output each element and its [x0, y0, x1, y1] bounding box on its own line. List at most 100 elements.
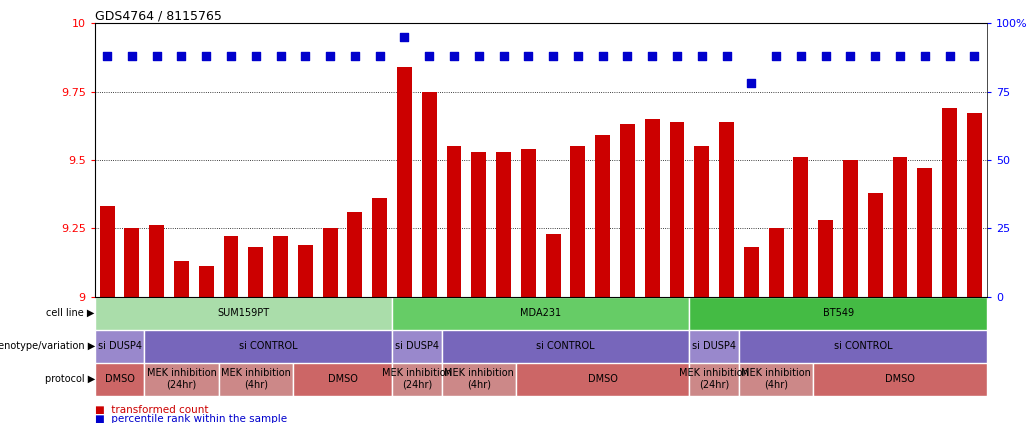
Bar: [218, 363, 293, 396]
Bar: [392, 330, 442, 363]
Text: genotype/variation ▶: genotype/variation ▶: [0, 341, 95, 351]
Point: [272, 53, 288, 60]
Bar: [744, 247, 759, 297]
Bar: [595, 135, 610, 297]
Bar: [818, 220, 833, 297]
Bar: [472, 152, 486, 297]
Bar: [149, 225, 164, 297]
Bar: [967, 113, 982, 297]
Text: MEK inhibition
(24hr): MEK inhibition (24hr): [679, 368, 749, 390]
Bar: [174, 261, 188, 297]
Text: SUM159PT: SUM159PT: [217, 308, 270, 318]
Bar: [496, 152, 511, 297]
Bar: [571, 146, 585, 297]
Text: MEK inhibition
(4hr): MEK inhibition (4hr): [742, 368, 811, 390]
Bar: [322, 228, 338, 297]
Bar: [521, 149, 536, 297]
Point: [867, 53, 884, 60]
Point: [941, 53, 958, 60]
Point: [99, 53, 115, 60]
Point: [743, 80, 759, 87]
Text: MEK inhibition
(24hr): MEK inhibition (24hr): [146, 368, 216, 390]
Point: [966, 53, 983, 60]
Bar: [739, 363, 814, 396]
Bar: [670, 122, 685, 297]
Bar: [546, 233, 560, 297]
Bar: [298, 244, 313, 297]
Point: [495, 53, 512, 60]
Bar: [694, 146, 710, 297]
Bar: [224, 236, 239, 297]
Bar: [397, 67, 412, 297]
Point: [148, 53, 165, 60]
Text: si CONTROL: si CONTROL: [833, 341, 892, 351]
Bar: [620, 124, 634, 297]
Text: cell line ▶: cell line ▶: [46, 308, 95, 318]
Point: [222, 53, 239, 60]
Bar: [248, 247, 264, 297]
Point: [718, 53, 734, 60]
Point: [545, 53, 561, 60]
Text: MEK inhibition
(24hr): MEK inhibition (24hr): [382, 368, 452, 390]
Text: si DUSP4: si DUSP4: [394, 341, 439, 351]
Text: DMSO: DMSO: [885, 374, 915, 384]
Bar: [392, 363, 442, 396]
Point: [397, 33, 413, 40]
Point: [520, 53, 537, 60]
Text: MDA231: MDA231: [520, 308, 561, 318]
Bar: [422, 92, 437, 297]
Point: [843, 53, 859, 60]
Point: [892, 53, 908, 60]
Bar: [95, 297, 392, 330]
Text: DMSO: DMSO: [588, 374, 618, 384]
Bar: [918, 168, 932, 297]
Bar: [273, 236, 288, 297]
Bar: [768, 228, 784, 297]
Text: ■  transformed count: ■ transformed count: [95, 405, 208, 415]
Bar: [199, 266, 213, 297]
Bar: [893, 157, 907, 297]
Bar: [942, 108, 957, 297]
Text: DMSO: DMSO: [105, 374, 135, 384]
Point: [644, 53, 660, 60]
Bar: [739, 330, 987, 363]
Bar: [144, 330, 392, 363]
Bar: [95, 330, 144, 363]
Point: [917, 53, 933, 60]
Text: DMSO: DMSO: [328, 374, 357, 384]
Bar: [347, 212, 363, 297]
Point: [768, 53, 785, 60]
Bar: [814, 363, 987, 396]
Point: [372, 53, 388, 60]
Bar: [144, 363, 218, 396]
Bar: [100, 206, 114, 297]
Bar: [293, 363, 392, 396]
Point: [297, 53, 313, 60]
Point: [471, 53, 487, 60]
Point: [570, 53, 586, 60]
Text: si CONTROL: si CONTROL: [537, 341, 595, 351]
Point: [322, 53, 339, 60]
Bar: [689, 297, 987, 330]
Bar: [516, 363, 689, 396]
Text: protocol ▶: protocol ▶: [44, 374, 95, 384]
Text: BT549: BT549: [823, 308, 854, 318]
Text: ■  percentile rank within the sample: ■ percentile rank within the sample: [95, 414, 287, 423]
Bar: [719, 122, 734, 297]
Point: [347, 53, 364, 60]
Point: [619, 53, 636, 60]
Point: [173, 53, 190, 60]
Point: [793, 53, 810, 60]
Bar: [645, 119, 659, 297]
Point: [247, 53, 264, 60]
Point: [446, 53, 462, 60]
Bar: [689, 330, 739, 363]
Bar: [689, 363, 739, 396]
Bar: [868, 193, 883, 297]
Bar: [392, 297, 689, 330]
Text: si DUSP4: si DUSP4: [98, 341, 141, 351]
Bar: [793, 157, 809, 297]
Point: [124, 53, 140, 60]
Point: [818, 53, 834, 60]
Bar: [372, 198, 387, 297]
